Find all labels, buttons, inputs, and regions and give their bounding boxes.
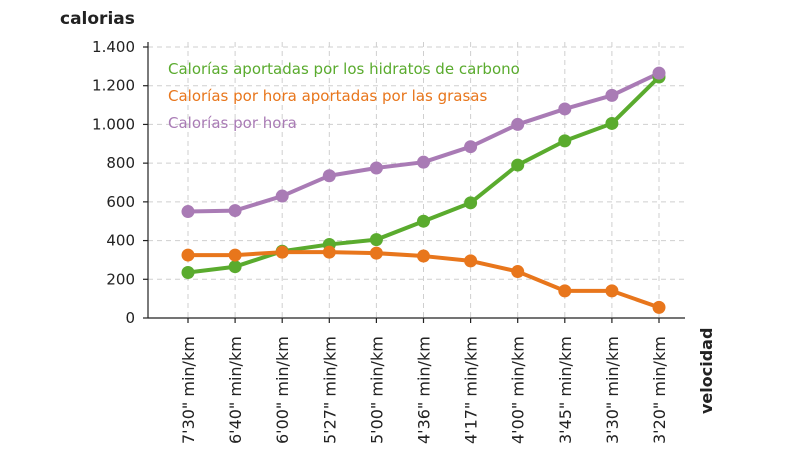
y-tick-label: 1.200 bbox=[92, 77, 135, 95]
data-point bbox=[511, 117, 525, 131]
y-tick-label: 1.400 bbox=[92, 38, 135, 56]
legend-entry: Calorías por hora bbox=[168, 114, 297, 132]
data-point bbox=[181, 248, 195, 262]
x-tick-label: 6'40" min/km bbox=[226, 336, 245, 444]
x-tick-label: 4'17" min/km bbox=[462, 336, 481, 444]
series-group bbox=[181, 66, 666, 314]
data-point bbox=[369, 233, 383, 247]
data-point bbox=[275, 189, 289, 203]
axes bbox=[147, 42, 685, 319]
data-point bbox=[605, 284, 619, 298]
x-tick-label: 4'00" min/km bbox=[509, 336, 528, 444]
x-tick-labels: 7'30" min/km 6'40" min/km 6'00" min/km 5'27… bbox=[179, 318, 669, 444]
y-tick-label: 800 bbox=[106, 154, 135, 172]
data-point bbox=[652, 66, 666, 80]
data-point bbox=[558, 102, 572, 116]
x-tick-label: 6'00" min/km bbox=[273, 336, 292, 444]
x-tick-label: 5'00" min/km bbox=[367, 336, 386, 444]
data-point bbox=[464, 196, 478, 210]
data-point bbox=[464, 140, 478, 154]
data-point bbox=[558, 134, 572, 148]
y-axis-title: calorias bbox=[60, 9, 135, 29]
x-tick-label: 4'36" min/km bbox=[415, 336, 434, 444]
grid bbox=[148, 42, 685, 318]
y-tick-labels: 0 200 400 600 800 1.000 1.200 1.400 bbox=[92, 38, 148, 327]
x-axis-title: velocidad bbox=[697, 328, 716, 414]
data-point bbox=[605, 88, 619, 102]
data-point bbox=[417, 214, 430, 228]
x-tick-label: 7'30" min/km bbox=[179, 336, 198, 444]
data-point bbox=[417, 249, 430, 263]
data-point bbox=[228, 248, 242, 262]
x-tick-label: 3'20" min/km bbox=[650, 336, 669, 444]
data-point bbox=[181, 266, 195, 280]
legend-entry: Calorías por hora aportadas por las gras… bbox=[168, 87, 487, 105]
data-point bbox=[322, 245, 336, 259]
data-point bbox=[605, 116, 619, 130]
y-tick-label: 1.000 bbox=[92, 115, 135, 133]
x-tick-label: 3'45" min/km bbox=[556, 336, 575, 444]
data-point bbox=[464, 254, 478, 268]
y-tick-label: 200 bbox=[106, 270, 135, 288]
y-tick-label: 600 bbox=[106, 193, 135, 211]
x-tick-label: 5'27" min/km bbox=[320, 336, 339, 444]
data-point bbox=[275, 245, 289, 259]
legend-entry: Calorías aportadas por los hidratos de c… bbox=[168, 60, 520, 78]
data-point bbox=[322, 169, 336, 183]
data-point bbox=[652, 300, 666, 314]
data-point bbox=[511, 158, 525, 172]
data-point bbox=[369, 246, 383, 260]
x-tick-label: 3'30" min/km bbox=[603, 336, 622, 444]
data-point bbox=[228, 204, 242, 218]
data-point bbox=[511, 265, 525, 279]
data-point bbox=[369, 161, 383, 175]
y-tick-label: 0 bbox=[125, 309, 135, 327]
data-point bbox=[558, 284, 572, 298]
data-point bbox=[181, 205, 195, 219]
data-point bbox=[228, 260, 242, 274]
data-point bbox=[417, 155, 430, 169]
legend: Calorías aportadas por los hidratos de c… bbox=[168, 60, 520, 132]
y-tick-label: 400 bbox=[106, 232, 135, 250]
